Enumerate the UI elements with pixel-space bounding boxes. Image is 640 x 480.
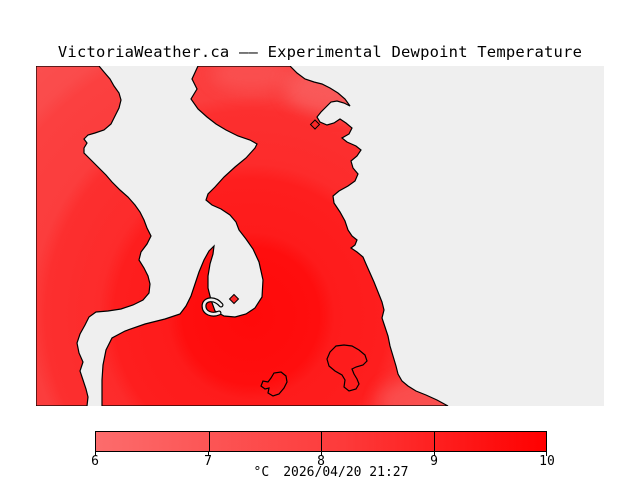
colorbar-tick-line-8 [321, 432, 322, 451]
colorbar-unit-label: °C [253, 465, 270, 480]
colorbar-tick-stub [546, 452, 547, 456]
station-marker-diamond-south [228, 293, 240, 305]
light-dewpoint-patch-top [211, 66, 291, 92]
coastline-map [36, 66, 449, 406]
colorbar-tick-label-7: 7 [204, 454, 212, 469]
colorbar-tick-stub [321, 452, 322, 456]
map-canvas [36, 66, 604, 406]
lake-outline-small [260, 371, 288, 397]
colorbar-tick-label-10: 10 [539, 454, 555, 469]
temperature-field [36, 66, 448, 406]
colorbar-tick-stub [95, 452, 96, 456]
colorbar-caption: °C 2026/04/20 21:27 [95, 465, 567, 480]
station-marker-diamond-north [309, 119, 321, 130]
inlet-channel-water [202, 298, 223, 316]
colorbar-tick-label-8: 8 [317, 454, 325, 469]
page-title: VictoriaWeather.ca —— Experimental Dewpo… [57, 43, 583, 61]
lake-outline-large [326, 344, 368, 392]
colorbar-tick-line-7 [208, 432, 210, 451]
colorbar-tick-label-6: 6 [91, 454, 99, 469]
colorbar-tick-label-9: 9 [430, 454, 438, 469]
map-timestamp: 2026/04/20 21:27 [283, 465, 409, 480]
colorbar-tick-stub [208, 452, 209, 456]
colorbar-tick-line-9 [433, 432, 435, 451]
colorbar [95, 431, 547, 452]
colorbar-tick-stub [434, 452, 435, 456]
